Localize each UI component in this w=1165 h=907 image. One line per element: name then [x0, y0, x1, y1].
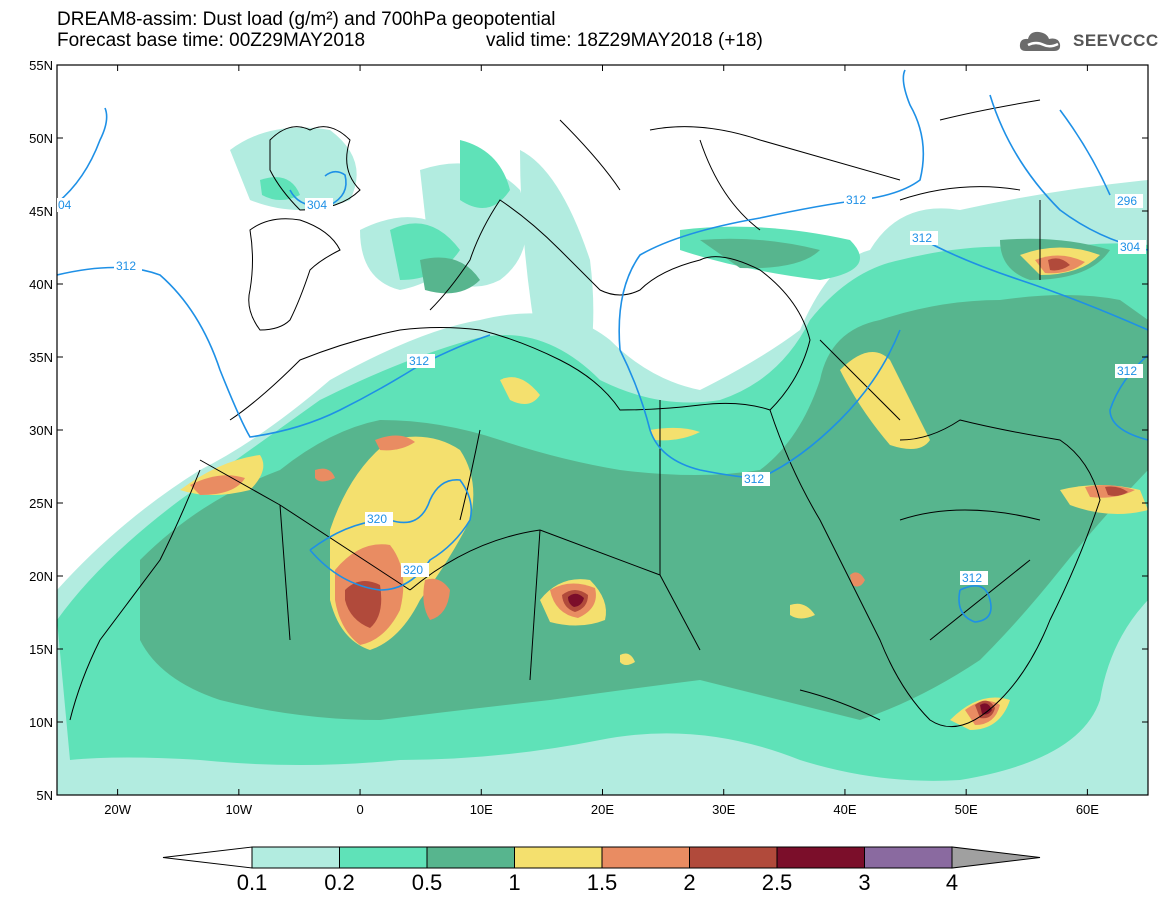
contour-label: 304	[1120, 240, 1140, 254]
lon-tick-label: 10E	[470, 802, 493, 817]
map-field	[57, 65, 1148, 795]
lon-tick-label: 40E	[833, 802, 856, 817]
lat-tick-label: 40N	[29, 277, 53, 292]
contour-label: 304	[307, 198, 327, 212]
lat-tick-label: 45N	[29, 204, 53, 219]
lon-tick-label: 20W	[104, 802, 131, 817]
lat-tick-label: 20N	[29, 569, 53, 584]
contour-label: 312	[744, 472, 764, 486]
colorbar-label: 4	[946, 870, 958, 895]
lat-tick-label: 15N	[29, 642, 53, 657]
logo-text: SEEVCCC	[1073, 31, 1159, 50]
lon-tick-label: 10W	[225, 802, 252, 817]
colorbar-swatch	[776, 846, 865, 869]
colorbar-label: 0.2	[324, 870, 355, 895]
latitude-axis: 55N 50N 45N 40N 35N 30N 25N 20N 15N 10N 5N	[29, 58, 1148, 803]
contour-label: 320	[367, 512, 387, 526]
colorbar-label: 2.5	[762, 870, 793, 895]
contour-labels: 304 312 312 320 320 312 312 312 296 304 …	[57, 193, 1146, 585]
colorbar-swatch	[514, 846, 603, 869]
forecast-base-time: Forecast base time: 00Z29MAY2018	[57, 30, 366, 51]
colorbar-swatch	[426, 846, 515, 869]
map-title: DREAM8-assim: Dust load (g/m²) and 700hP…	[57, 9, 556, 30]
contour-label: 312	[846, 193, 866, 207]
lat-tick-label: 30N	[29, 423, 53, 438]
seevccc-logo: SEEVCCC	[1018, 26, 1159, 56]
colorbar-label: 0.1	[237, 870, 268, 895]
coastlines	[69, 99, 1101, 728]
colorbar-swatch	[339, 846, 428, 869]
contour-label: 04	[58, 198, 72, 212]
contour-label: 312	[409, 354, 429, 368]
contour-label: 312	[962, 571, 982, 585]
lon-tick-label: 60E	[1076, 802, 1099, 817]
dust-layer-2.5	[568, 593, 992, 715]
colorbar-label: 3	[858, 870, 870, 895]
colorbar-swatch	[864, 846, 953, 869]
lat-tick-label: 5N	[36, 788, 53, 803]
colorbar-swatch	[601, 846, 690, 869]
lon-tick-label: 50E	[955, 802, 978, 817]
lat-tick-label: 10N	[29, 715, 53, 730]
colorbar-overflow-arrow	[951, 846, 1041, 869]
contour-label: 296	[1117, 194, 1137, 208]
longitude-axis: 20W 10W 0 10E 20E 30E 40E 50E 60E	[104, 65, 1099, 817]
colorbar-label: 1.5	[587, 870, 618, 895]
colorbar-underflow-arrow	[162, 846, 253, 869]
colorbar-swatch	[689, 846, 778, 869]
contour-label: 320	[403, 563, 423, 577]
lat-tick-label: 50N	[29, 131, 53, 146]
colorbar-label: 1	[508, 870, 520, 895]
lon-tick-label: 20E	[591, 802, 614, 817]
valid-time: valid time: 18Z29MAY2018 (+18)	[486, 30, 763, 51]
lat-tick-label: 25N	[29, 496, 53, 511]
lon-tick-label: 30E	[712, 802, 735, 817]
colorbar-swatch	[251, 846, 340, 869]
lon-tick-label: 0	[356, 802, 363, 817]
cloud-logo-icon	[1019, 31, 1061, 51]
lat-tick-label: 35N	[29, 350, 53, 365]
contour-label: 312	[1117, 364, 1137, 378]
contour-label: 312	[912, 231, 932, 245]
contour-label: 312	[116, 259, 136, 273]
lat-tick-label: 55N	[29, 58, 53, 73]
colorbar-label: 0.5	[412, 870, 443, 895]
colorbar-label: 2	[683, 870, 695, 895]
colorbar: 0.1 0.2 0.5 1 1.5 2 2.5 3 4	[162, 846, 1041, 895]
